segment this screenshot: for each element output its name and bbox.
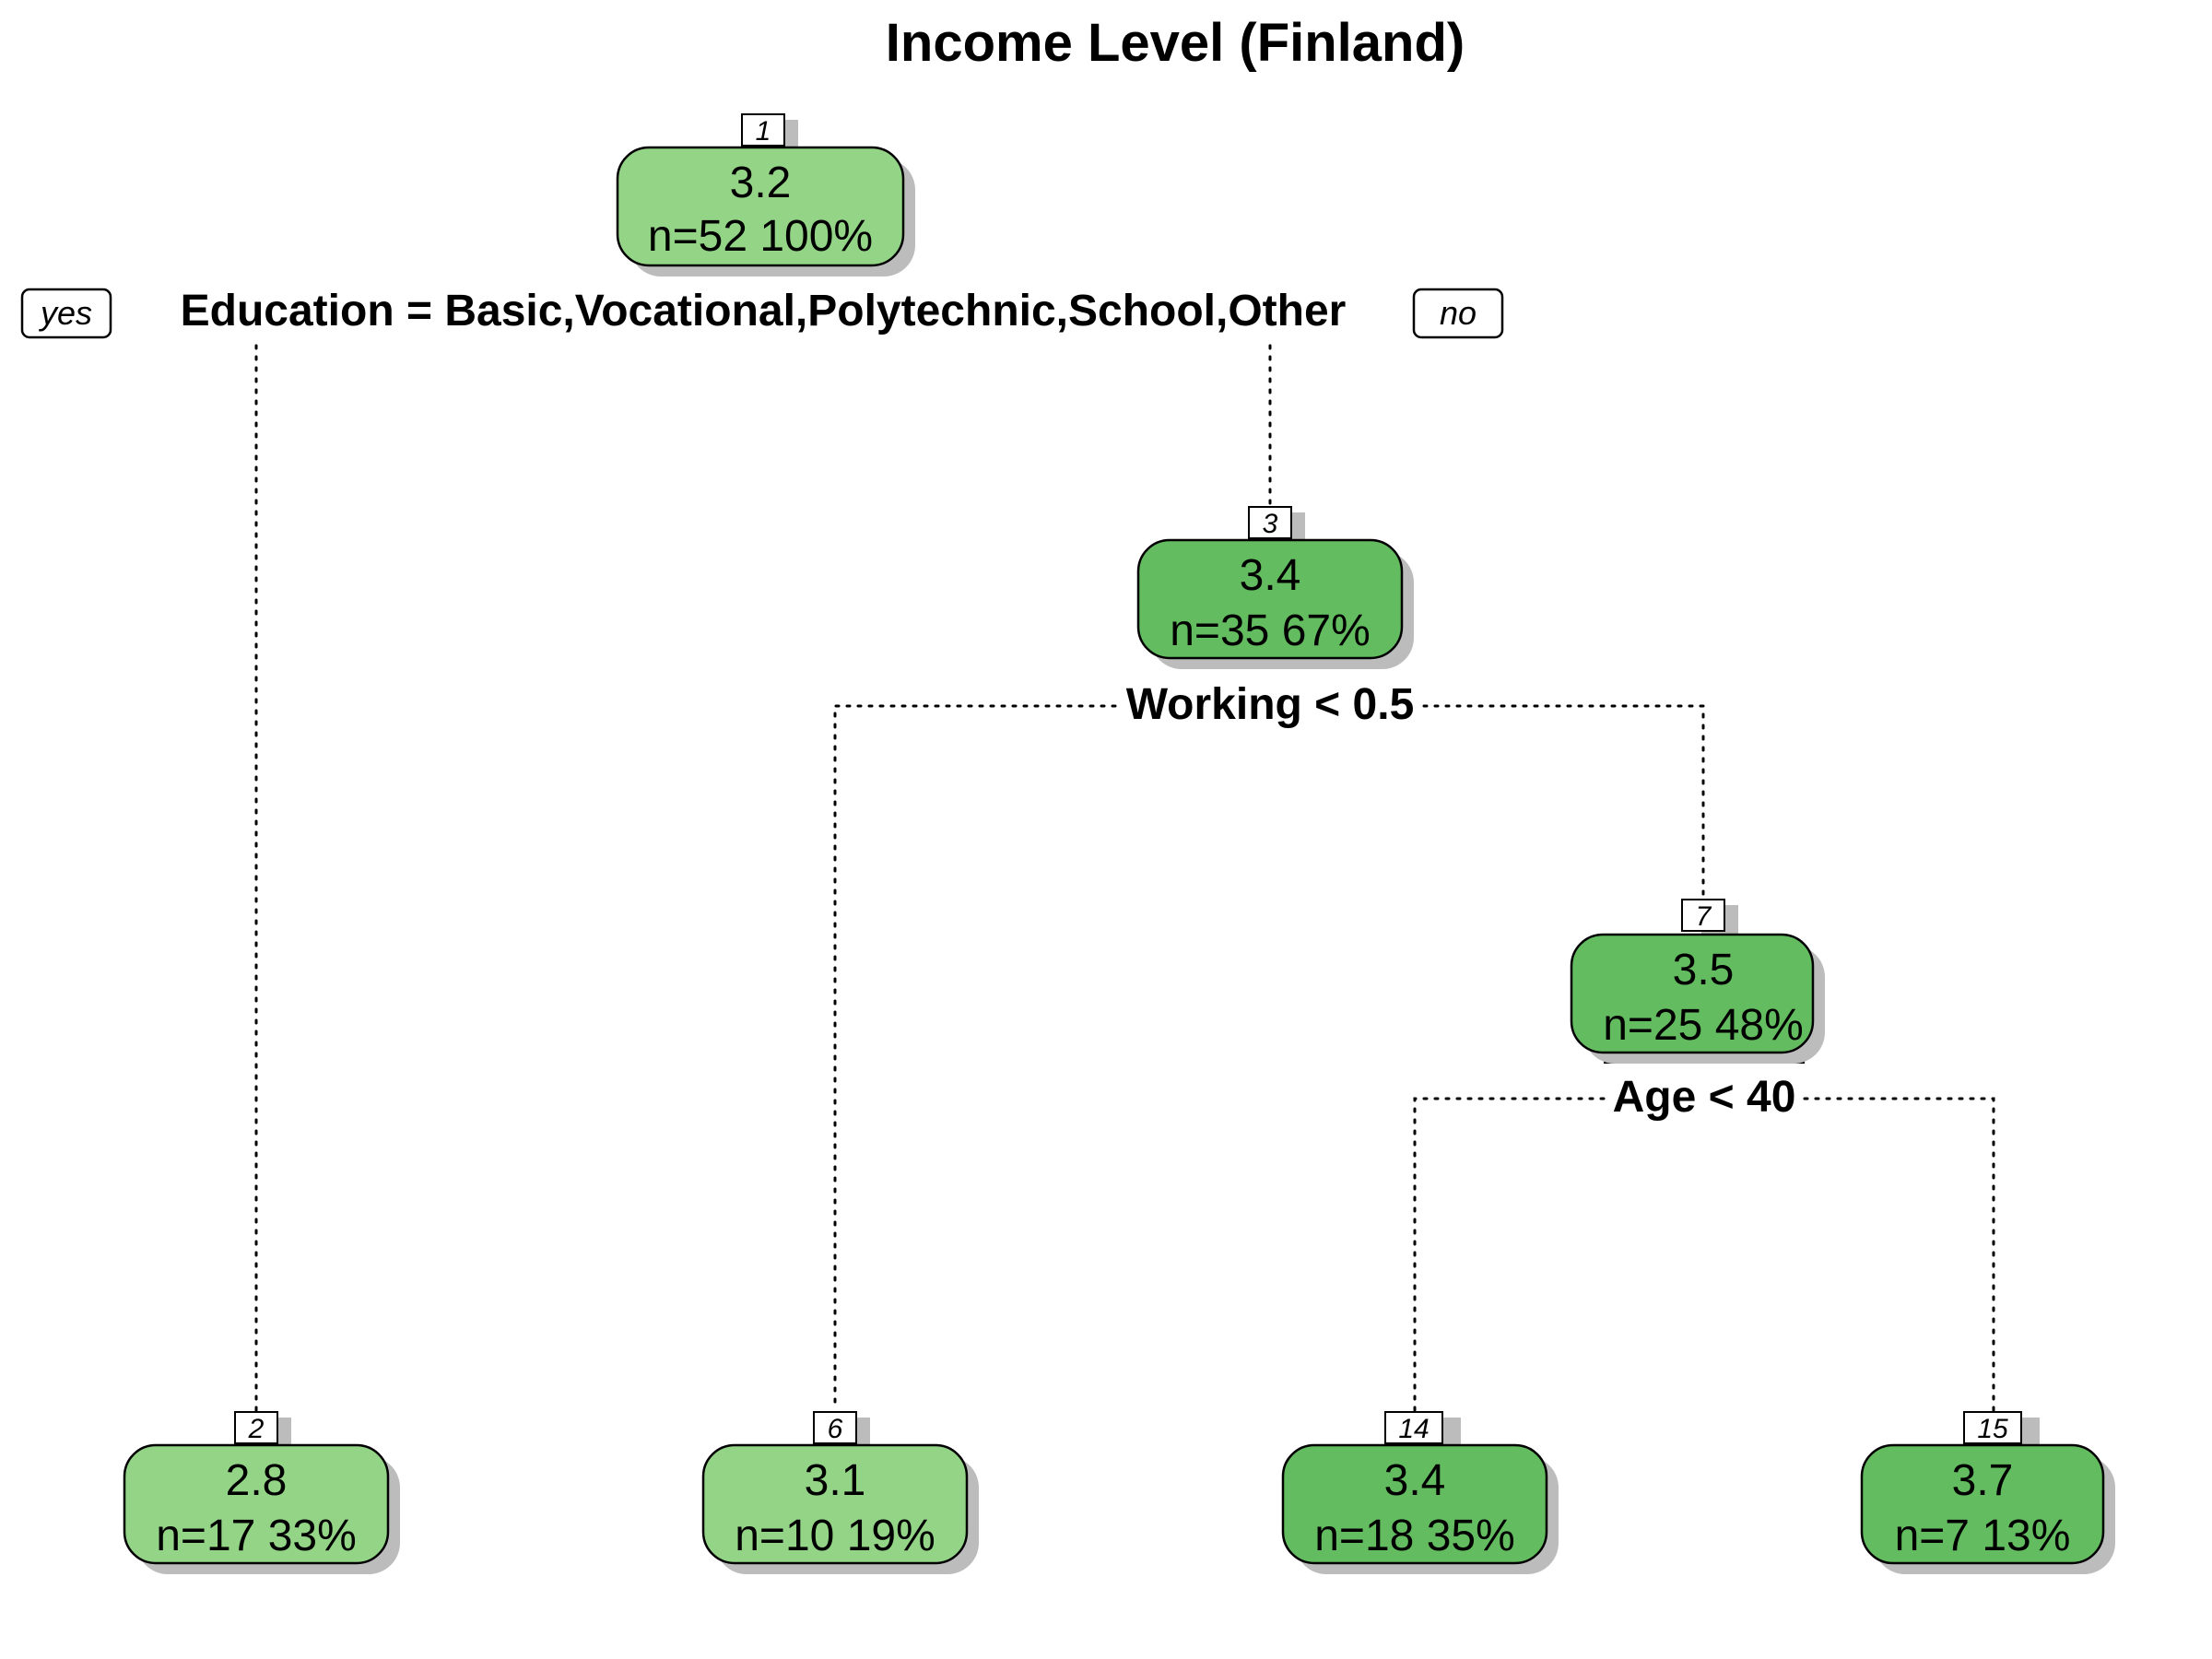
node-stats: n=52 100% — [648, 212, 873, 261]
node-number-box — [1963, 1411, 2022, 1444]
node-number: 7 — [1696, 901, 1712, 932]
node-box — [1136, 538, 1404, 660]
node-number-box — [1681, 899, 1725, 932]
node-number: 2 — [248, 1414, 265, 1444]
node-value: 3.4 — [1384, 1456, 1446, 1505]
node-number-box — [234, 1411, 278, 1444]
tree-node-3: 3 3.4 n=35 67% — [1136, 506, 1414, 669]
node-stats: n=7 13% — [1895, 1512, 2071, 1560]
tree-node-1: 1 3.2 n=52 100% — [616, 113, 915, 276]
node-number: 14 — [1398, 1414, 1429, 1444]
node-number-box — [813, 1411, 857, 1444]
node-box — [701, 1443, 969, 1565]
node-stats: n=25 48% — [1603, 1001, 1804, 1050]
node-box — [616, 146, 905, 267]
node-value: 3.2 — [730, 159, 792, 207]
split-label-education: Education = Basic,Vocational,Polytechnic… — [181, 287, 1347, 335]
edge-3-6 — [833, 704, 1117, 1412]
tree-node-2: 2 2.8 n=17 33% — [123, 1411, 400, 1574]
svg-text:no: no — [1440, 294, 1477, 332]
tree-node-6: 6 3.1 n=10 19% — [701, 1411, 979, 1574]
split-label-age: Age < 40 — [1613, 1073, 1796, 1122]
tree-node-14: 14 3.4 n=18 35% — [1281, 1411, 1559, 1574]
node-number: 15 — [1977, 1414, 2008, 1444]
node-number-box — [741, 113, 785, 147]
edge-7-15 — [1803, 1097, 1995, 1412]
node-number-box — [1248, 506, 1292, 539]
svg-text:yes: yes — [38, 294, 92, 332]
edge-3-7 — [1422, 704, 1705, 900]
chart-title: Income Level (Finland) — [886, 13, 1465, 73]
tree-node-15: 15 3.7 n=7 13% — [1860, 1411, 2115, 1574]
yes-label: yes — [20, 288, 112, 339]
node-value: 3.5 — [1673, 946, 1735, 994]
node-value: 2.8 — [226, 1456, 288, 1505]
node-value: 3.1 — [805, 1456, 866, 1505]
split-label-working: Working < 0.5 — [1126, 680, 1415, 729]
node-stats: n=10 19% — [735, 1512, 935, 1560]
node-number: 3 — [1263, 509, 1278, 539]
node-box — [1281, 1443, 1548, 1565]
node-box — [123, 1443, 390, 1565]
node-stats: n=35 67% — [1170, 606, 1371, 655]
node-number: 1 — [756, 116, 771, 147]
node-value: 3.4 — [1240, 551, 1301, 600]
node-stats: n=17 33% — [156, 1512, 357, 1560]
tree-edges — [254, 344, 1995, 1412]
node-number-box — [1384, 1411, 1443, 1444]
node-stats: n=18 35% — [1314, 1512, 1515, 1560]
node-number: 6 — [828, 1414, 843, 1444]
node-value: 3.7 — [1952, 1456, 2014, 1505]
tree-node-7: 7 3.5 n=25 48% — [1570, 899, 1825, 1064]
edge-7-14 — [1413, 1097, 1606, 1412]
node-box — [1570, 933, 1815, 1054]
no-label: no — [1412, 288, 1504, 339]
node-box — [1860, 1443, 2105, 1565]
